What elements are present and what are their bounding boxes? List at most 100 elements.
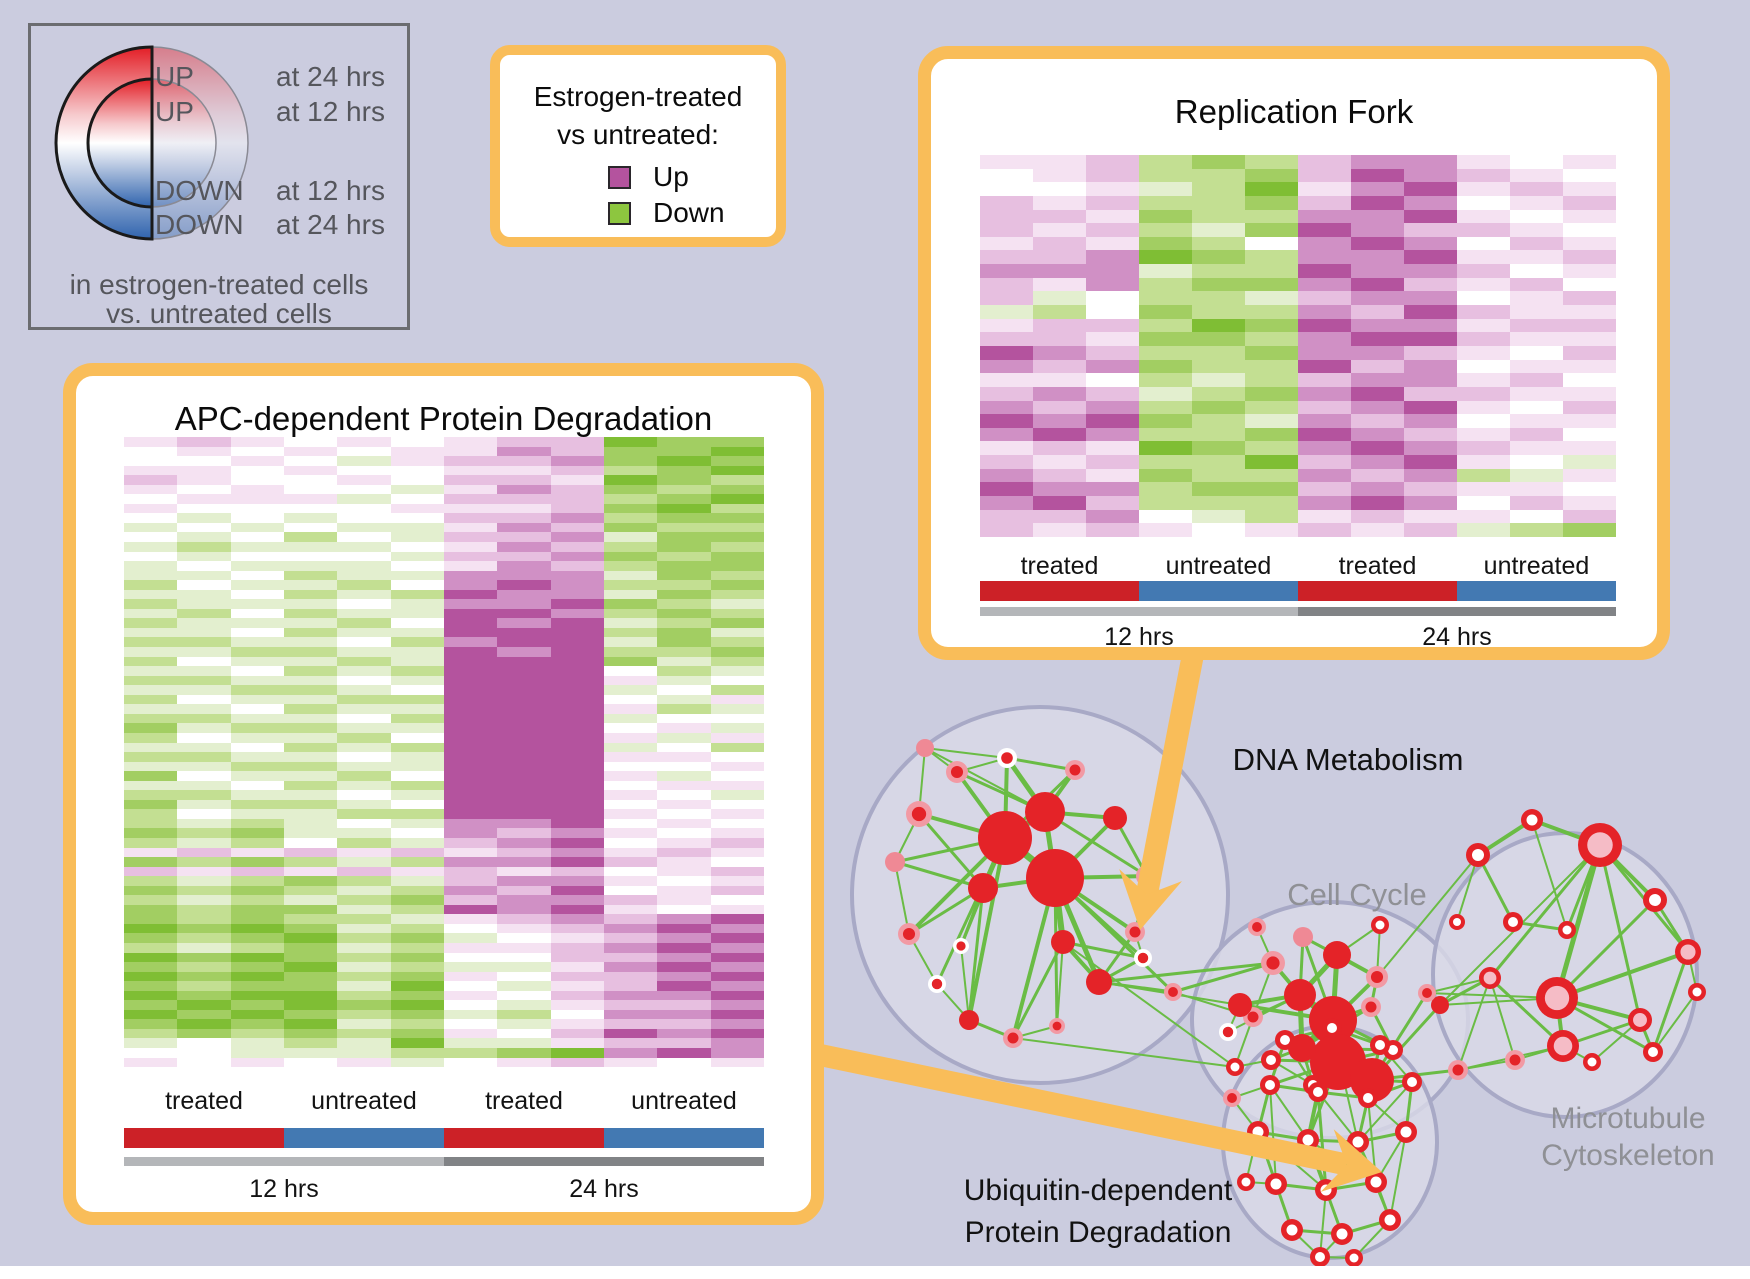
heatmap-row <box>124 666 764 676</box>
network-edge <box>1555 898 1657 1000</box>
network-node <box>1025 792 1065 832</box>
condition-labels-row: treated untreated treated untreated <box>124 1087 764 1115</box>
condition-label: untreated <box>1483 552 1590 580</box>
heatmap-row <box>980 277 1616 292</box>
legend-up-12: UP <box>155 96 194 127</box>
network-edge <box>1299 1017 1336 1051</box>
network-edge <box>1054 874 1148 880</box>
network-edge <box>1319 1189 1327 1258</box>
heatmap-row <box>124 465 764 476</box>
network-edge <box>1268 1039 1287 1086</box>
network-edge <box>1556 950 1689 1000</box>
heatmap-row <box>124 942 764 953</box>
replication-fork-heatmap <box>980 155 1616 537</box>
condition-label: untreated <box>311 1087 417 1115</box>
network-edge <box>967 837 1007 1021</box>
network-node <box>1643 1042 1663 1062</box>
network-edge <box>1367 1097 1407 1133</box>
heatmap-row <box>124 857 764 867</box>
network-node <box>1219 1023 1237 1041</box>
heatmap-row <box>124 952 764 963</box>
network-edge <box>1053 877 1059 1027</box>
heatmap-row <box>124 627 764 638</box>
network-edge <box>1653 899 1690 953</box>
network-edge <box>1324 1189 1344 1235</box>
network-edge <box>1336 953 1378 979</box>
treated-bar <box>124 1128 284 1148</box>
network-node <box>1281 1219 1303 1241</box>
network-node <box>1103 806 1127 830</box>
heatmap-row <box>980 386 1616 401</box>
apc-degradation-panel: APC-dependent Protein Degradation treate… <box>63 363 824 1225</box>
network-edge <box>980 836 1008 890</box>
time-bar-24hrs <box>1298 607 1616 616</box>
network-node <box>1395 1121 1417 1143</box>
network-node <box>1323 941 1351 969</box>
network-edge <box>1306 1061 1340 1141</box>
network-edge <box>1316 1061 1340 1093</box>
network-edge <box>1052 877 1102 983</box>
network-edge <box>1062 941 1236 1068</box>
heatmap-row <box>124 732 764 743</box>
network-edge <box>1003 768 1077 840</box>
network-edge <box>1369 976 1379 1008</box>
network-edge <box>1044 810 1116 820</box>
network-node <box>1261 1050 1281 1070</box>
time-label-12hrs: 12 hrs <box>1104 623 1174 651</box>
network-node <box>1261 951 1285 975</box>
network-edge <box>1012 1037 1236 1068</box>
network-edge <box>1307 1138 1359 1144</box>
network-edge <box>1376 924 1381 978</box>
network-edge <box>1098 980 1174 994</box>
network-edge <box>1331 1027 1359 1143</box>
network-node <box>1275 1030 1295 1050</box>
network-edge <box>1562 1045 1593 1063</box>
heatmap-row <box>124 608 764 619</box>
network-node <box>1448 1060 1468 1080</box>
network-edge <box>1514 1045 1564 1061</box>
network-edge <box>1257 1130 1309 1142</box>
network-edge <box>1341 1218 1391 1236</box>
network-edge <box>1269 1084 1309 1141</box>
network-edge <box>1357 1081 1413 1143</box>
network-edge <box>1252 993 1301 1019</box>
network-edge <box>1598 844 1642 1021</box>
heatmap-row <box>124 981 764 991</box>
heatmap-row <box>980 291 1616 306</box>
network-edge <box>1231 1061 1339 1099</box>
network-edge <box>1357 1141 1391 1221</box>
network-node <box>1365 1171 1387 1193</box>
network-edge <box>1271 961 1302 997</box>
network-edge <box>1061 940 1101 984</box>
dna-metabolism-label: DNA Metabolism <box>1232 742 1464 777</box>
network-edge <box>1300 1047 1315 1086</box>
network-edge <box>1366 1044 1382 1099</box>
heatmap-row <box>124 656 764 667</box>
network-edge <box>1489 977 1516 1061</box>
heatmap-row <box>980 168 1616 183</box>
network-edge <box>1319 1256 1355 1259</box>
untreated-bar <box>284 1128 444 1148</box>
network-node <box>978 811 1032 865</box>
network-edge <box>1234 1016 1254 1068</box>
heatmap-row <box>124 790 764 800</box>
treated-bar <box>1298 581 1457 601</box>
network-edge <box>1369 1006 1395 1051</box>
network-edge <box>960 945 970 1021</box>
heatmap-row <box>980 496 1616 510</box>
network-node <box>1134 949 1152 967</box>
network-edge <box>1284 1038 1339 1064</box>
heatmap-row <box>124 561 764 571</box>
treated-bar <box>980 581 1139 601</box>
heatmap-row <box>124 532 764 543</box>
heatmap-row <box>124 876 764 886</box>
condition-label: untreated <box>631 1087 737 1115</box>
legend-footer-line1: in estrogen-treated cells <box>69 269 369 300</box>
flow-arrowhead-icon <box>1320 1129 1382 1192</box>
network-edge <box>1337 1048 1394 1064</box>
network-edge <box>1331 1027 1369 1099</box>
network-edge <box>1371 1068 1459 1082</box>
network-edge <box>1651 951 1690 1053</box>
network-node <box>1466 843 1490 867</box>
network-edge <box>1317 1090 1369 1100</box>
